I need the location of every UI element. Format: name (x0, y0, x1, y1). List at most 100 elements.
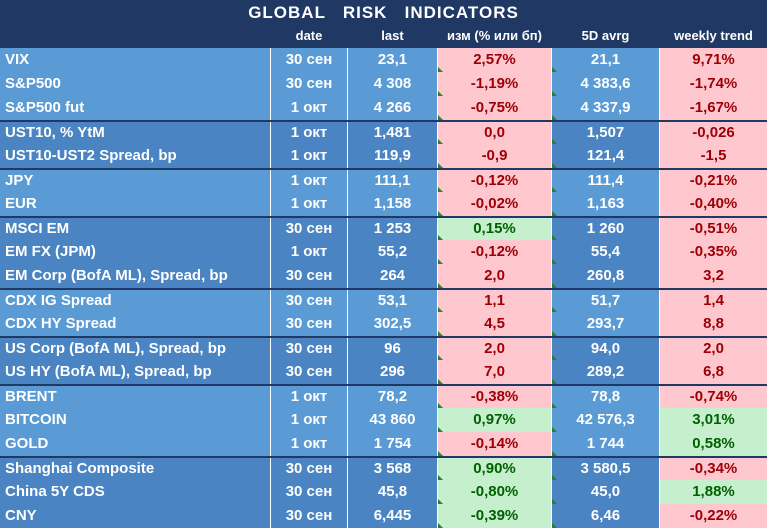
table-row: JPY 1 окт 111,1 -0,12% 111,4 -0,21% (0, 168, 767, 192)
table-row: CNY 30 сен 6,445 -0,39% 6,46 -0,22% (0, 504, 767, 528)
indicator-name: EM FX (JPM) (0, 240, 270, 264)
change-cell: 1,1 (437, 290, 551, 312)
five-day-average-cell: 3 580,5 (551, 458, 659, 480)
indicator-name: China 5Y CDS (0, 480, 270, 504)
table-row: US Corp (BofA ML), Spread, bp 30 сен 96 2,0… (0, 336, 767, 360)
indicator-name: GOLD (0, 432, 270, 456)
indicator-name: EUR (0, 192, 270, 216)
five-day-average-cell: 260,8 (551, 264, 659, 288)
five-day-average-cell: 293,7 (551, 312, 659, 336)
header-row: date last изм (% или бп) 5D avrg weekly … (0, 24, 767, 48)
indicator-name: UST10, % YtM (0, 122, 270, 144)
header-weekly-trend: weekly trend (659, 24, 767, 48)
table-row: China 5Y CDS 30 сен 45,8 -0,80% 45,0 1,88% (0, 480, 767, 504)
date-cell: 30 сен (270, 338, 347, 360)
five-day-average-cell: 6,46 (551, 504, 659, 528)
last-value-cell: 1,158 (347, 192, 437, 216)
table-row: Shanghai Composite 30 сен 3 568 0,90% 3 580,… (0, 456, 767, 480)
indicator-name: US Corp (BofA ML), Spread, bp (0, 338, 270, 360)
date-cell: 1 окт (270, 122, 347, 144)
date-cell: 1 окт (270, 386, 347, 408)
weekly-trend-cell: -0,35% (659, 240, 767, 264)
weekly-trend-cell: -0,40% (659, 192, 767, 216)
weekly-trend-cell: -0,21% (659, 170, 767, 192)
weekly-trend-cell: 2,0 (659, 338, 767, 360)
five-day-average-cell: 1,163 (551, 192, 659, 216)
last-value-cell: 264 (347, 264, 437, 288)
header-indicator (0, 24, 270, 48)
indicator-name: Shanghai Composite (0, 458, 270, 480)
five-day-average-cell: 78,8 (551, 386, 659, 408)
last-value-cell: 45,8 (347, 480, 437, 504)
change-cell: -0,02% (437, 192, 551, 216)
five-day-average-cell: 4 337,9 (551, 96, 659, 120)
change-cell: -0,9 (437, 144, 551, 168)
change-cell: 0,0 (437, 122, 551, 144)
table-row: S&P500 fut 1 окт 4 266 -0,75% 4 337,9 -1,67% (0, 96, 767, 120)
table-row: VIX 30 сен 23,1 2,57% 21,1 9,71% (0, 48, 767, 72)
table-row: UST10-UST2 Spread, bp 1 окт 119,9 -0,9 121,4… (0, 144, 767, 168)
change-cell: 0,97% (437, 408, 551, 432)
change-cell: -1,19% (437, 72, 551, 96)
table-row: BITCOIN 1 окт 43 860 0,97% 42 576,3 3,01% (0, 408, 767, 432)
weekly-trend-cell: -1,5 (659, 144, 767, 168)
change-cell: 7,0 (437, 360, 551, 384)
five-day-average-cell: 51,7 (551, 290, 659, 312)
date-cell: 1 окт (270, 170, 347, 192)
weekly-trend-cell: 0,58% (659, 432, 767, 456)
date-cell: 1 окт (270, 240, 347, 264)
change-cell: -0,39% (437, 504, 551, 528)
change-cell: -0,75% (437, 96, 551, 120)
table-row: EM FX (JPM) 1 окт 55,2 -0,12% 55,4 -0,35% (0, 240, 767, 264)
date-cell: 1 окт (270, 144, 347, 168)
indicator-name: UST10-UST2 Spread, bp (0, 144, 270, 168)
last-value-cell: 53,1 (347, 290, 437, 312)
weekly-trend-cell: 3,2 (659, 264, 767, 288)
table-row: CDX IG Spread 30 сен 53,1 1,1 51,7 1,4 (0, 288, 767, 312)
date-cell: 30 сен (270, 264, 347, 288)
header-last: last (347, 24, 437, 48)
last-value-cell: 4 266 (347, 96, 437, 120)
weekly-trend-cell: -1,67% (659, 96, 767, 120)
date-cell: 30 сен (270, 312, 347, 336)
table-row: BRENT 1 окт 78,2 -0,38% 78,8 -0,74% (0, 384, 767, 408)
weekly-trend-cell: 6,8 (659, 360, 767, 384)
date-cell: 1 окт (270, 408, 347, 432)
weekly-trend-cell: -0,026 (659, 122, 767, 144)
table-row: MSCI EM 30 сен 1 253 0,15% 1 260 -0,51% (0, 216, 767, 240)
change-cell: 4,5 (437, 312, 551, 336)
last-value-cell: 23,1 (347, 48, 437, 72)
change-cell: -0,12% (437, 240, 551, 264)
last-value-cell: 296 (347, 360, 437, 384)
weekly-trend-cell: 1,4 (659, 290, 767, 312)
weekly-trend-cell: -1,74% (659, 72, 767, 96)
indicator-name: S&P500 fut (0, 96, 270, 120)
five-day-average-cell: 45,0 (551, 480, 659, 504)
indicator-name: CNY (0, 504, 270, 528)
date-cell: 30 сен (270, 458, 347, 480)
table-row: US HY (BofA ML), Spread, bp 30 сен 296 7,0 2… (0, 360, 767, 384)
last-value-cell: 4 308 (347, 72, 437, 96)
table-row: S&P500 30 сен 4 308 -1,19% 4 383,6 -1,74% (0, 72, 767, 96)
indicator-name: JPY (0, 170, 270, 192)
table-row: UST10, % YtM 1 окт 1,481 0,0 1,507 -0,026 (0, 120, 767, 144)
five-day-average-cell: 289,2 (551, 360, 659, 384)
table-row: GOLD 1 окт 1 754 -0,14% 1 744 0,58% (0, 432, 767, 456)
date-cell: 30 сен (270, 360, 347, 384)
weekly-trend-cell: -0,34% (659, 458, 767, 480)
date-cell: 1 окт (270, 96, 347, 120)
date-cell: 30 сен (270, 48, 347, 72)
table-row: EUR 1 окт 1,158 -0,02% 1,163 -0,40% (0, 192, 767, 216)
indicator-name: CDX IG Spread (0, 290, 270, 312)
date-cell: 30 сен (270, 72, 347, 96)
change-cell: -0,38% (437, 386, 551, 408)
weekly-trend-cell: -0,51% (659, 218, 767, 240)
five-day-average-cell: 121,4 (551, 144, 659, 168)
table-body: VIX 30 сен 23,1 2,57% 21,1 9,71% S&P500 30 сен 4… (0, 48, 767, 528)
date-cell: 30 сен (270, 504, 347, 528)
last-value-cell: 302,5 (347, 312, 437, 336)
weekly-trend-cell: -0,74% (659, 386, 767, 408)
change-cell: 2,0 (437, 264, 551, 288)
indicator-name: US HY (BofA ML), Spread, bp (0, 360, 270, 384)
date-cell: 30 сен (270, 218, 347, 240)
